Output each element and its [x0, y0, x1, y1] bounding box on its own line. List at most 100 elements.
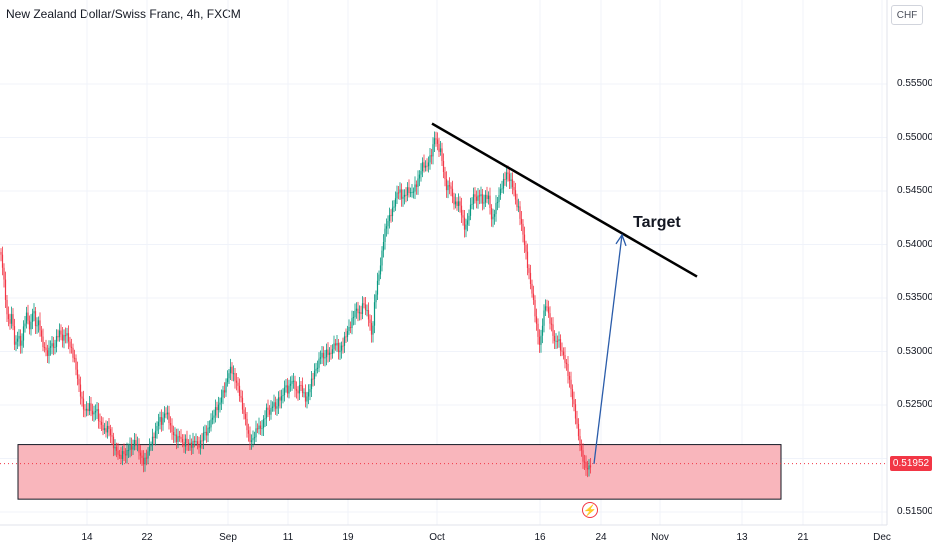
candle-body	[285, 385, 287, 388]
x-tick-label: Oct	[429, 532, 445, 543]
x-tick-label: 14	[81, 532, 93, 543]
candle-body	[486, 194, 488, 200]
candle-body	[6, 299, 8, 315]
candle-body	[540, 335, 542, 345]
x-tick-label: 24	[595, 532, 607, 543]
candle-body	[537, 323, 539, 337]
candle-body	[127, 449, 130, 451]
candle-body	[382, 241, 385, 251]
candle-body	[13, 326, 16, 345]
candle-body	[24, 323, 26, 327]
candle-body	[78, 378, 80, 385]
candle-body	[154, 430, 157, 438]
candle-body	[16, 338, 19, 342]
candle-body	[358, 312, 361, 314]
candle-body	[355, 308, 358, 311]
candle-body	[316, 367, 319, 369]
candle-body	[187, 442, 190, 444]
candle-body	[522, 223, 524, 235]
candle-body	[90, 403, 92, 411]
candle-body	[561, 350, 563, 352]
candle-body	[247, 430, 250, 434]
candle-body	[352, 317, 355, 319]
candle-body	[342, 345, 344, 347]
candle-body	[304, 392, 307, 402]
candle-body	[274, 402, 277, 409]
candle-body	[399, 189, 401, 193]
candle-body	[492, 216, 494, 220]
candle-body	[204, 431, 206, 433]
candle-body	[366, 310, 368, 312]
candle-body	[511, 179, 514, 188]
candle-body	[72, 347, 74, 358]
currency-button[interactable]: CHF	[891, 5, 923, 25]
candle-body	[202, 432, 205, 442]
candle-body	[378, 274, 380, 281]
resistance-trendline	[431, 122, 698, 278]
candle-body	[490, 207, 493, 220]
x-tick-label: 22	[141, 532, 153, 543]
candle-body	[303, 392, 305, 394]
candle-body	[508, 173, 511, 182]
candle-body	[550, 323, 553, 325]
candle-body	[153, 436, 155, 438]
candle-body	[213, 415, 215, 418]
candle-body	[37, 320, 40, 326]
candle-body	[444, 172, 446, 180]
candle-body	[169, 422, 172, 426]
candle-body	[229, 366, 232, 374]
candle-body	[432, 144, 434, 157]
candle-body	[9, 319, 11, 324]
candle-body	[144, 457, 146, 465]
candle-body	[411, 191, 413, 193]
candle-body	[67, 333, 70, 342]
candle-body	[60, 330, 62, 335]
candle-body	[313, 370, 316, 379]
candle-body	[57, 336, 59, 338]
candle-body	[102, 424, 104, 431]
y-tick-label: 0.52500	[897, 399, 932, 410]
candle-body	[330, 352, 332, 354]
candle-body	[424, 165, 427, 168]
candle-body	[273, 402, 275, 407]
lightning-icon[interactable]: ⚡	[582, 502, 598, 518]
candle-body	[402, 196, 404, 199]
candle-body	[484, 194, 487, 203]
candle-body	[12, 314, 14, 327]
candle-body	[415, 184, 418, 187]
candle-body	[22, 326, 25, 341]
candle-body	[315, 368, 317, 371]
x-tick-label: 19	[342, 532, 354, 543]
candle-body	[112, 436, 115, 449]
candle-body	[318, 358, 320, 368]
candle-body	[192, 440, 194, 448]
candle-body	[525, 245, 527, 252]
candle-body	[81, 396, 83, 399]
candle-body	[15, 341, 17, 345]
candle-body	[165, 413, 167, 415]
candle-body	[529, 272, 532, 284]
candle-body	[292, 380, 295, 382]
candle-body	[475, 196, 478, 201]
candle-body	[400, 189, 403, 199]
candle-body	[139, 452, 142, 456]
candle-body	[583, 461, 586, 463]
candle-body	[361, 303, 364, 314]
candle-body	[354, 310, 356, 318]
candle-body	[54, 346, 56, 348]
candle-body	[301, 385, 304, 393]
candle-body	[346, 331, 349, 337]
candle-body	[577, 423, 580, 437]
candle-body	[499, 189, 502, 196]
candle-body	[487, 195, 490, 200]
candle-body	[531, 283, 533, 294]
y-tick-label: 0.54000	[897, 238, 932, 250]
candle-body	[198, 444, 200, 448]
candle-body	[295, 389, 298, 391]
candle-body	[36, 325, 38, 327]
candle-body	[0, 251, 2, 255]
candle-body	[585, 462, 587, 468]
candle-body	[259, 425, 262, 429]
candle-body	[280, 396, 283, 401]
